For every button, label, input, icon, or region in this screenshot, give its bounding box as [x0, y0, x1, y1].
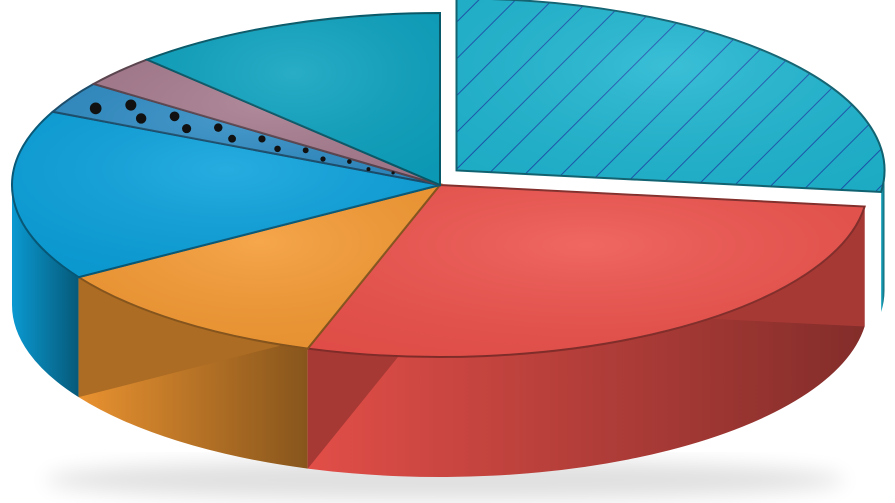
pie-slice-highlight-1: [456, 0, 885, 193]
pattern-dot: [89, 102, 102, 115]
pie-shadow: [45, 460, 845, 500]
pie-slice-highlight-5: [52, 83, 441, 185]
pie-slice-highlight-7: [147, 13, 440, 185]
pattern-dot: [258, 135, 266, 143]
pattern-dot: [274, 145, 281, 153]
pattern-dot: [228, 134, 236, 143]
dot-pattern: [89, 99, 395, 175]
pie-slice-side-1: [881, 170, 885, 313]
pattern-dot: [214, 123, 223, 132]
pattern-dot: [320, 156, 326, 162]
pattern-dot: [347, 159, 352, 164]
pattern-dot: [391, 171, 395, 175]
pie-slice-side-4: [12, 185, 79, 398]
pattern-dot: [135, 113, 147, 124]
pattern-dot: [169, 111, 180, 122]
pie-slice-side-2: [307, 206, 865, 477]
pattern-dot: [302, 147, 309, 154]
pie-slice-highlight-2: [307, 185, 865, 357]
pie-tops: [11, 0, 886, 358]
pie-slice-highlight-3: [78, 185, 440, 349]
pie-slice-highlight-4: [12, 111, 441, 278]
pattern-dot: [366, 167, 371, 172]
pattern-dot: [125, 99, 137, 111]
pie-slice-highlight-6: [93, 59, 440, 185]
pattern-dot: [182, 124, 192, 134]
